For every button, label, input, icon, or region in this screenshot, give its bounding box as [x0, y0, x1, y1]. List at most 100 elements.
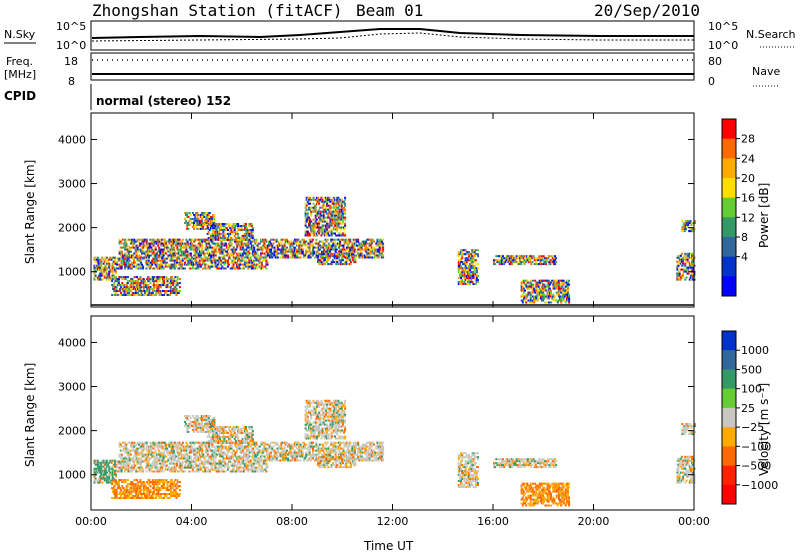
- power-echo-cell: [344, 212, 347, 215]
- velocity-echo-cell: [247, 460, 250, 463]
- velocity-echo-cell: [179, 468, 182, 471]
- power-echo-cell: [159, 278, 162, 281]
- power-echo-cell: [178, 254, 181, 257]
- power-echo-cell: [154, 263, 157, 266]
- power-echo-cell: [539, 279, 542, 282]
- power-echo-cell: [304, 214, 307, 217]
- power-echo-cell: [682, 226, 685, 229]
- power-echo-cell: [154, 256, 157, 259]
- power-echo-cell: [126, 294, 129, 296]
- power-echo-cell: [283, 246, 286, 249]
- power-echo-cell: [156, 276, 159, 279]
- power-echo-cell: [248, 232, 251, 235]
- power-echo-cell: [336, 218, 339, 221]
- power-echo-cell: [332, 210, 335, 213]
- power-echo-cell: [474, 253, 477, 256]
- velocity-echo-cell: [247, 468, 250, 471]
- velocity-echo-cell: [250, 462, 253, 465]
- velocity-echo-cell: [141, 497, 144, 499]
- velocity-echo-cell: [139, 493, 142, 495]
- power-echo-cell: [317, 259, 320, 262]
- power-echo-cell: [169, 282, 172, 285]
- power-echo-cell: [313, 224, 316, 227]
- power-echo-cell: [327, 259, 330, 262]
- power-echo-cell: [100, 258, 103, 261]
- velocity-echo-cell: [251, 462, 254, 465]
- velocity-echo-cell: [105, 481, 108, 484]
- power-echo-cell: [465, 271, 468, 274]
- power-echo-cell: [151, 290, 154, 292]
- velocity-echo-cell: [151, 466, 154, 469]
- velocity-echo-cell: [162, 487, 164, 490]
- power-echo-cell: [556, 287, 559, 290]
- power-echo-cell: [219, 250, 222, 253]
- velocity-echo-cell: [139, 441, 141, 444]
- power-echo-cell: [197, 227, 200, 230]
- velocity-echo-cell: [140, 445, 143, 448]
- power-echo-cell: [250, 229, 253, 231]
- power-echo-cell: [327, 253, 330, 256]
- power-echo-cell: [209, 254, 212, 257]
- power-echo-cell: [132, 240, 135, 243]
- power-echo-cell: [308, 196, 310, 199]
- power-echo-cell: [271, 246, 274, 249]
- power-echo-cell: [312, 208, 315, 211]
- power-echo-cell: [308, 220, 310, 223]
- power-echo-cell: [240, 259, 243, 262]
- power-echo-cell: [135, 240, 138, 243]
- power-echo-cell: [219, 238, 221, 241]
- power-echo-cell: [323, 220, 326, 223]
- power-echo-cell: [553, 283, 556, 286]
- power-echo-cell: [226, 265, 229, 268]
- power-echo-cell: [314, 206, 317, 209]
- power-echo-cell: [129, 254, 132, 257]
- power-echo-cell: [348, 242, 351, 245]
- power-echo-cell: [204, 259, 207, 262]
- power-echo-cell: [112, 260, 115, 263]
- power-echo-cell: [166, 294, 169, 296]
- power-echo-cell: [331, 200, 334, 203]
- power-echo-cell: [231, 232, 234, 235]
- power-echo-cell: [537, 285, 540, 288]
- power-echo-cell: [195, 250, 198, 253]
- power-echo-cell: [557, 291, 560, 294]
- velocity-echo-cell: [166, 481, 169, 484]
- power-echo-cell: [192, 238, 195, 241]
- power-echo-cell: [683, 228, 686, 231]
- velocity-echo-cell: [122, 493, 125, 495]
- velocity-echo-cell: [257, 462, 260, 465]
- power-echo-cell: [290, 248, 293, 251]
- velocity-echo-cell: [178, 481, 181, 484]
- power-echo-cell: [159, 242, 162, 245]
- power-echo-cell: [161, 252, 164, 255]
- power-echo-cell: [155, 286, 158, 289]
- power-echo-cell: [193, 223, 195, 226]
- power-echo-cell: [154, 261, 157, 264]
- power-echo-cell: [471, 277, 474, 279]
- power-echo-cell: [108, 270, 111, 273]
- power-echo-cell: [241, 263, 244, 266]
- power-echo-cell: [138, 286, 141, 289]
- power-echo-cell: [560, 301, 563, 304]
- power-echo-cell: [150, 246, 153, 249]
- power-echo-cell: [180, 240, 183, 243]
- power-echo-cell: [335, 259, 338, 262]
- velocity-echo-cell: [126, 489, 129, 492]
- power-echo-cell: [500, 261, 503, 264]
- power-echo-cell: [335, 224, 338, 227]
- power-echo-cell: [245, 227, 247, 229]
- power-echo-cell: [220, 261, 223, 264]
- power-echo-cell: [676, 264, 679, 267]
- power-echo-cell: [382, 238, 385, 241]
- power-echo-cell: [213, 242, 216, 245]
- power-echo-cell: [293, 256, 296, 259]
- power-echo-cell: [236, 263, 238, 266]
- power-echo-cell: [111, 270, 114, 273]
- power-echo-cell: [129, 240, 132, 243]
- power-echo-cell: [528, 261, 530, 264]
- power-echo-cell: [170, 267, 173, 270]
- velocity-echo-cell: [206, 462, 209, 465]
- power-echo-cell: [553, 295, 556, 298]
- power-echo-cell: [323, 208, 326, 211]
- power-echo-cell: [339, 228, 342, 231]
